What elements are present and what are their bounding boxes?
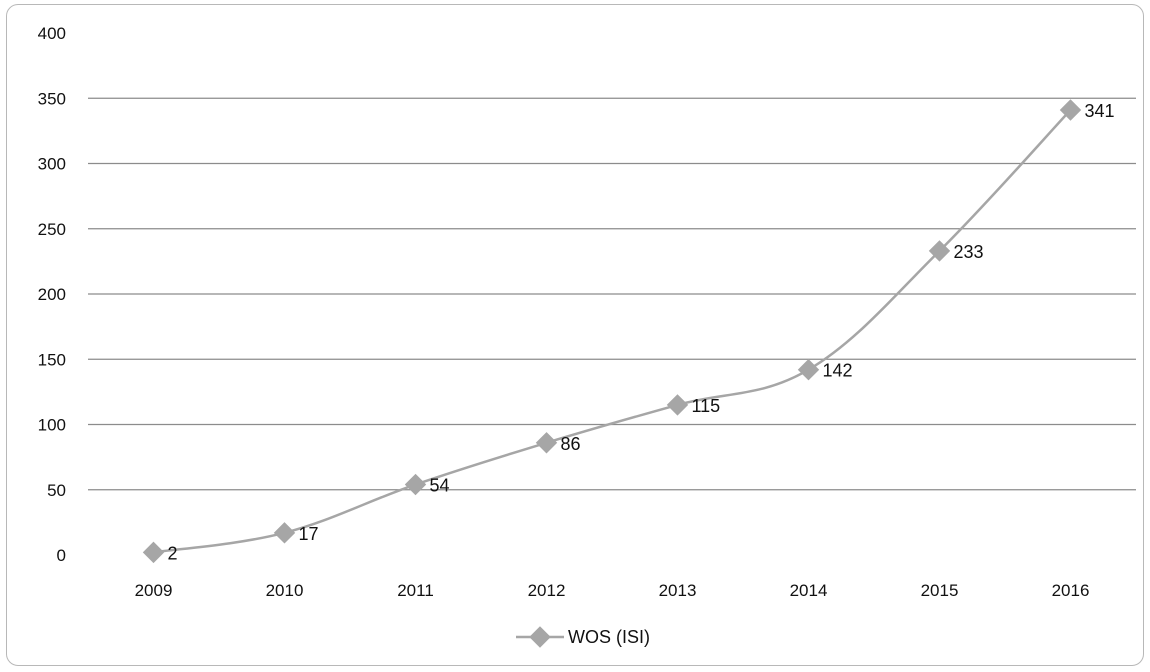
y-tick-label: 100 [38,416,66,435]
data-point-marker [928,240,951,262]
gridlines [88,97,1136,491]
data-label: 2 [168,543,178,563]
data-label: 233 [954,242,984,262]
data-point-marker [535,432,558,454]
chart-frame [6,4,1144,666]
data-point-marker [666,394,689,416]
y-tick-label: 350 [38,89,66,108]
y-tick-label: 0 [57,546,66,565]
data-label: 142 [823,361,853,381]
x-tick-label: 2012 [528,581,566,600]
y-tick-label: 150 [38,350,66,369]
data-labels: 2 17 54 86 115 142 233 341 [168,101,1115,563]
data-label: 17 [299,524,319,544]
y-tick-label: 250 [38,220,66,239]
x-tick-label: 2011 [397,581,434,600]
data-point-marker [142,541,165,564]
data-point-marker [797,358,820,381]
y-tick-label: 300 [38,155,66,174]
data-label: 54 [430,476,450,496]
y-axis-ticks: 0 50 100 150 200 250 300 350 400 [38,24,66,565]
x-tick-label: 2010 [266,581,304,600]
y-tick-label: 400 [38,24,66,43]
legend: WOS (ISI) [516,626,650,648]
y-tick-label: 200 [38,285,66,304]
data-point-marker [404,473,427,496]
x-axis-ticks: 2009 2010 2011 2012 2013 2014 2015 2016 [135,581,1090,600]
data-label: 115 [692,396,721,416]
series-group [142,99,1082,564]
legend-label: WOS (ISI) [568,627,650,647]
data-label: 341 [1085,101,1115,121]
series-line [153,109,1072,554]
data-point-marker [273,522,296,544]
data-label: 86 [561,434,581,454]
y-tick-label: 50 [47,481,66,500]
x-tick-label: 2015 [921,581,959,600]
x-tick-label: 2016 [1052,581,1090,600]
data-point-marker [1059,99,1082,121]
legend-marker [529,626,551,648]
x-tick-label: 2014 [790,581,828,600]
x-tick-label: 2013 [659,581,697,600]
x-tick-label: 2009 [135,581,173,600]
